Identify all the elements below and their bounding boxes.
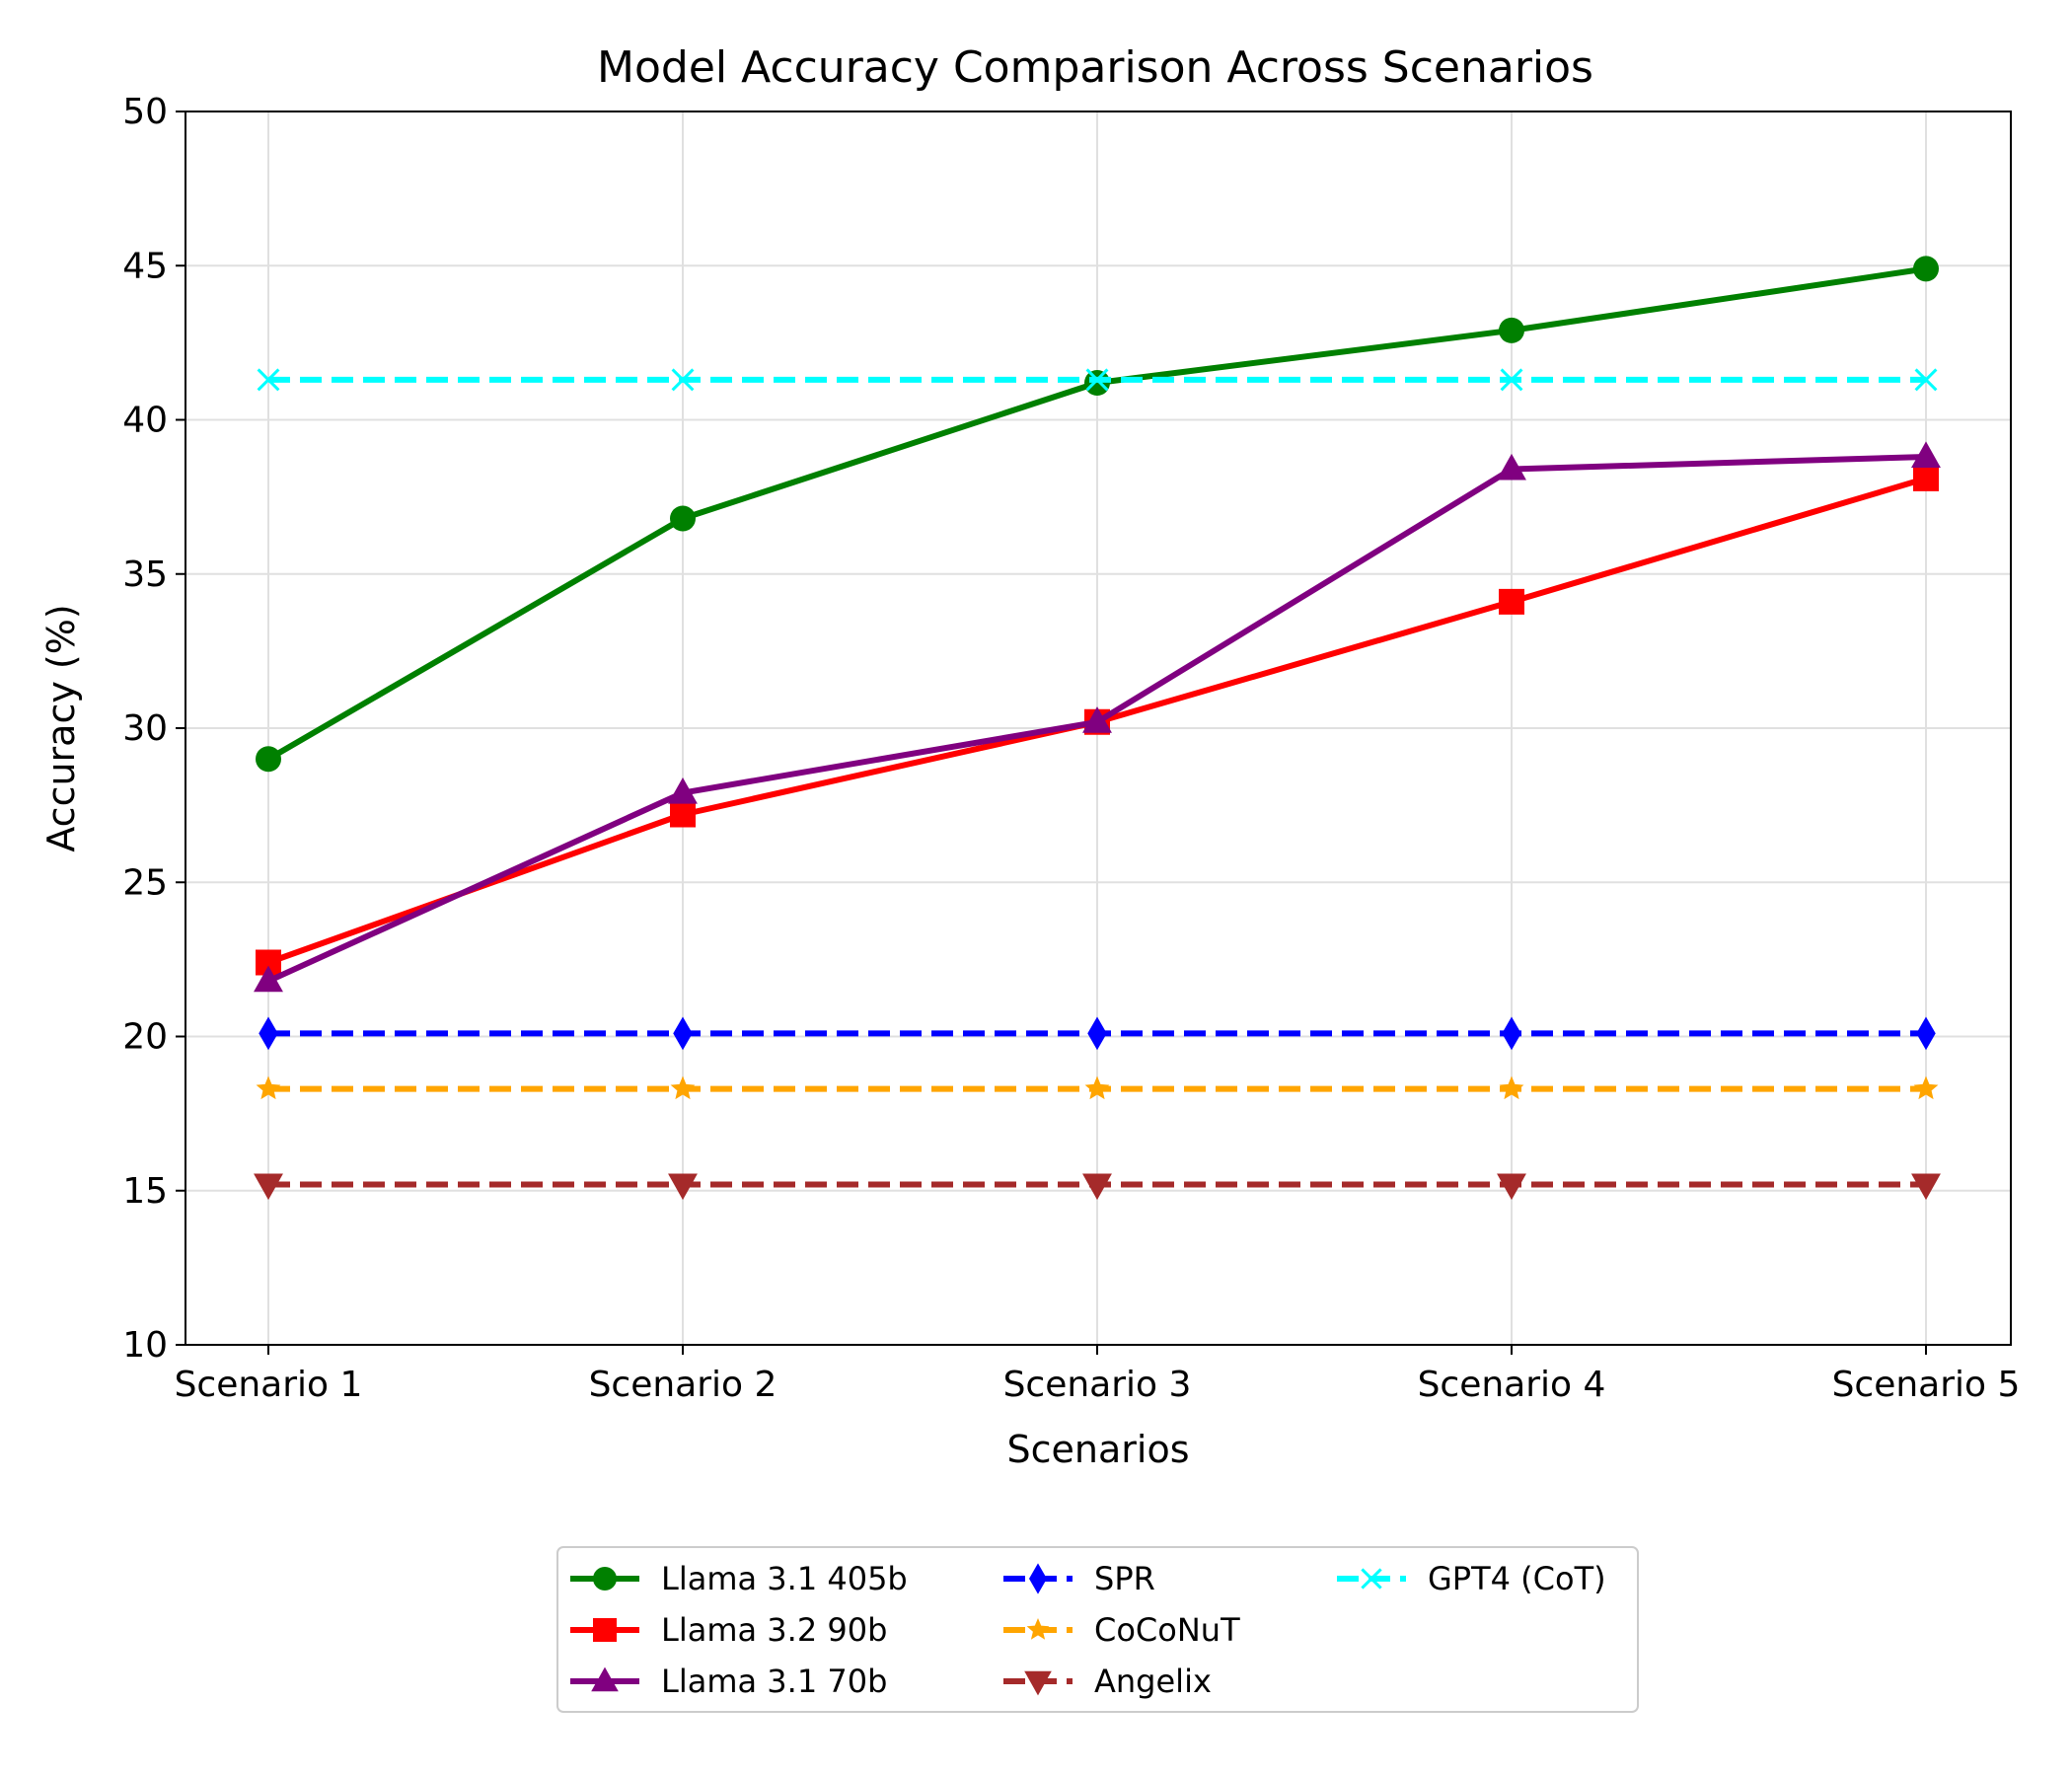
legend-label: CoCoNuT bbox=[1094, 1611, 1240, 1649]
data-point bbox=[671, 368, 695, 392]
series-layer bbox=[254, 256, 1941, 1201]
data-point bbox=[668, 1173, 698, 1201]
data-point bbox=[1916, 1016, 1936, 1051]
data-point bbox=[1500, 368, 1523, 392]
x-tick-label: Scenario 1 bbox=[175, 1365, 363, 1405]
y-tick-label: 35 bbox=[122, 555, 168, 595]
legend-marker bbox=[593, 1567, 617, 1591]
data-point bbox=[1499, 588, 1524, 615]
legend-marker bbox=[1026, 1618, 1050, 1640]
legend-item: Llama 3.2 90b bbox=[570, 1611, 887, 1649]
legend-item: SPR bbox=[1003, 1560, 1155, 1597]
data-point bbox=[1502, 1016, 1521, 1051]
legend-label: Llama 3.2 90b bbox=[661, 1611, 887, 1649]
legend-label: Angelix bbox=[1094, 1663, 1212, 1700]
legend-label: Llama 3.1 405b bbox=[661, 1560, 908, 1597]
legend-marker bbox=[1361, 1568, 1382, 1590]
legend-label: GPT4 (CoT) bbox=[1428, 1560, 1606, 1597]
legend-item: Llama 3.1 405b bbox=[570, 1560, 908, 1597]
y-tick-label: 50 bbox=[122, 92, 168, 132]
data-point bbox=[1914, 368, 1938, 392]
x-axis-title: Scenarios bbox=[1007, 1428, 1190, 1471]
legend-item: GPT4 (CoT) bbox=[1337, 1560, 1606, 1597]
data-point bbox=[1911, 1173, 1941, 1201]
legend-label: Llama 3.1 70b bbox=[661, 1663, 887, 1700]
data-point bbox=[254, 1173, 283, 1201]
series-angelix bbox=[254, 1173, 1941, 1201]
y-tick-label: 25 bbox=[122, 862, 168, 903]
data-point bbox=[1913, 256, 1939, 282]
x-tick-label: Scenario 2 bbox=[589, 1365, 777, 1405]
y-tick-label: 40 bbox=[122, 401, 168, 441]
legend-item: Llama 3.1 70b bbox=[570, 1663, 887, 1700]
y-tick-label: 15 bbox=[122, 1171, 168, 1212]
legend-marker bbox=[1029, 1563, 1047, 1594]
y-axis-title: Accuracy (%) bbox=[39, 604, 83, 851]
chart-title: Model Accuracy Comparison Across Scenari… bbox=[597, 42, 1593, 93]
data-point bbox=[1085, 368, 1109, 392]
data-point bbox=[1497, 453, 1526, 481]
data-point bbox=[1911, 441, 1941, 469]
series-coconut bbox=[256, 1075, 1939, 1100]
data-point bbox=[1084, 1075, 1110, 1100]
data-point bbox=[670, 1075, 696, 1100]
legend-item: Angelix bbox=[1003, 1663, 1212, 1700]
data-point bbox=[254, 965, 283, 993]
data-point bbox=[1499, 1075, 1524, 1100]
series-spr bbox=[259, 1016, 1936, 1051]
data-point bbox=[1082, 706, 1112, 733]
data-point bbox=[1497, 1173, 1526, 1201]
series-llama-3-1-70b bbox=[254, 441, 1941, 993]
data-point bbox=[670, 801, 696, 828]
data-point bbox=[256, 746, 281, 773]
legend-marker bbox=[1024, 1670, 1052, 1696]
legend-marker bbox=[591, 1666, 619, 1692]
data-point bbox=[673, 1016, 693, 1051]
series-gpt4-cot bbox=[257, 368, 1938, 392]
y-tick-label: 20 bbox=[122, 1017, 168, 1058]
legend: Llama 3.1 405b Llama 3.2 90b Llama 3.1 70b… bbox=[556, 1546, 1639, 1713]
data-point bbox=[257, 368, 280, 392]
axis-ticks: Scenario 1 Scenario 2 Scenario 3 Scenario 4… bbox=[122, 92, 2020, 1405]
data-point bbox=[1913, 465, 1939, 491]
series-llama-3-1-405b bbox=[256, 256, 1939, 773]
data-point bbox=[1499, 317, 1524, 343]
data-point bbox=[1913, 1075, 1939, 1100]
data-point bbox=[668, 777, 698, 804]
data-point bbox=[259, 1016, 278, 1051]
legend-marker bbox=[593, 1618, 617, 1642]
y-tick-label: 30 bbox=[122, 708, 168, 749]
data-point bbox=[1082, 1173, 1112, 1201]
x-tick-label: Scenario 5 bbox=[1832, 1365, 2021, 1405]
legend-frame bbox=[556, 1546, 1639, 1713]
data-point bbox=[1084, 370, 1110, 396]
legend-label: SPR bbox=[1094, 1560, 1155, 1597]
y-tick-label: 10 bbox=[122, 1325, 168, 1366]
x-tick-label: Scenario 3 bbox=[1003, 1365, 1192, 1405]
data-point bbox=[1087, 1016, 1107, 1051]
data-point bbox=[256, 1075, 281, 1100]
x-tick-label: Scenario 4 bbox=[1418, 1365, 1606, 1405]
legend-item: CoCoNuT bbox=[1003, 1611, 1240, 1649]
y-tick-label: 45 bbox=[122, 246, 168, 286]
data-point bbox=[670, 505, 696, 532]
